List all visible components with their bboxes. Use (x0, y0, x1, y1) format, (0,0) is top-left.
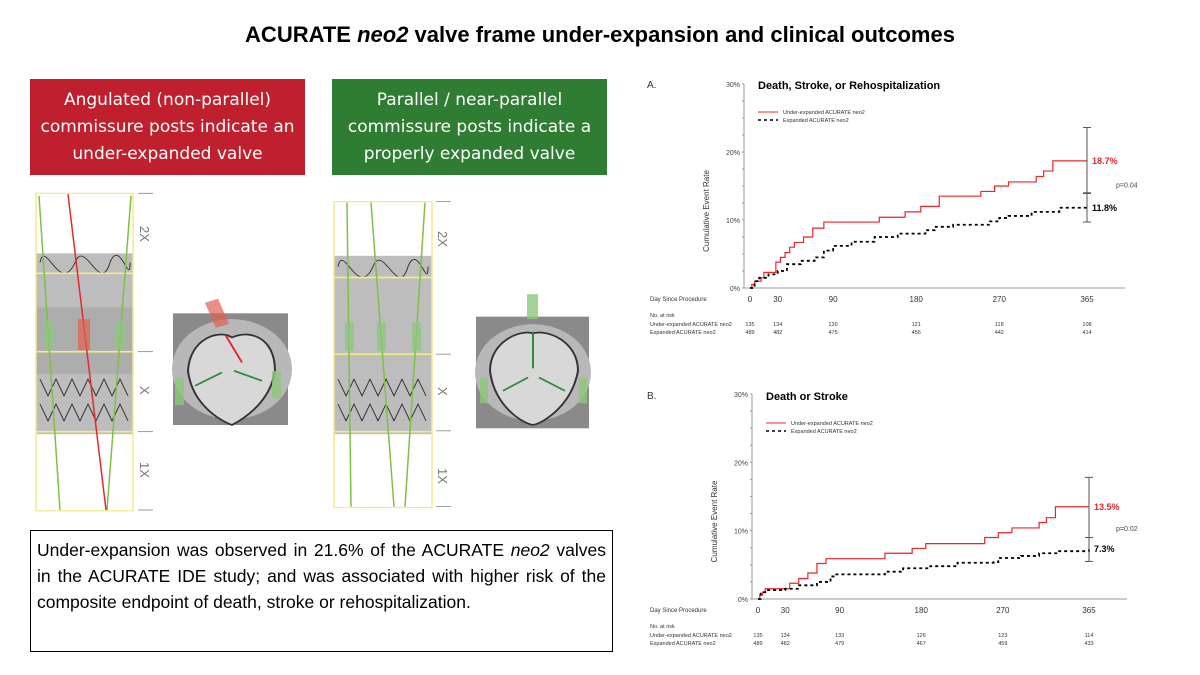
panel-label: B. (647, 391, 656, 402)
x-tick-label: 180 (915, 606, 929, 615)
x-tick-label: 90 (829, 295, 838, 304)
at-risk-value: 482 (781, 641, 790, 647)
scale-label-2x-left: 2X (137, 226, 152, 242)
x-tick-label: 270 (996, 606, 1010, 615)
expanded-valve-frame (333, 201, 451, 509)
x-tick-label: 30 (773, 295, 782, 304)
at-risk-value: 442 (995, 330, 1004, 336)
y-tick-label: 30% (734, 392, 748, 399)
end-value-label: 11.8% (1092, 203, 1117, 213)
end-value-label: 7.3% (1094, 544, 1115, 554)
legend-label: Expanded ACURATE neo2 (791, 429, 857, 435)
at-risk-value: 467 (917, 641, 926, 647)
x-tick-label: 180 (910, 295, 924, 304)
y-axis-label: Cumulative Event Rate (702, 170, 711, 252)
chart-title: Death, Stroke, or Rehospitalization (758, 80, 940, 92)
title-text: ACURATE (245, 22, 358, 47)
x-tick-label: 270 (993, 295, 1007, 304)
under-expanded-curve (750, 160, 1087, 289)
at-risk-value: 123 (998, 633, 1007, 639)
p-value: p=0.02 (1116, 526, 1138, 533)
at-risk-value: 130 (829, 322, 838, 328)
x-axis-label: Day Since Procedure (650, 608, 707, 614)
summary-note: Under-expansion was observed in 21.6% of… (30, 530, 613, 652)
x-tick-label: 90 (835, 606, 844, 615)
at-risk-value: 135 (745, 322, 754, 328)
scale-label-1x-left: 1X (137, 462, 152, 478)
at-risk-value: 133 (835, 633, 844, 639)
x-tick-label: 30 (781, 606, 790, 615)
at-risk-group-label: Expanded ACURATE neo2 (650, 330, 716, 336)
y-tick-label: 0% (730, 286, 740, 293)
y-tick-label: 10% (726, 218, 740, 225)
title-italic: neo2 (357, 22, 409, 47)
at-risk-group-label: Under-expanded ACURATE neo2 (650, 322, 732, 328)
at-risk-group-label: Expanded ACURATE neo2 (650, 641, 716, 647)
expanded-top-view (475, 294, 591, 429)
at-risk-group-label: Under-expanded ACURATE neo2 (650, 633, 732, 639)
at-risk-value: 414 (1082, 330, 1091, 336)
expanded-banner: Parallel / near-parallel commissure post… (332, 79, 607, 175)
at-risk-value: 475 (829, 330, 838, 336)
x-tick-label: 365 (1082, 606, 1096, 615)
at-risk-value: 121 (912, 322, 921, 328)
at-risk-value: 456 (912, 330, 921, 336)
at-risk-value: 479 (835, 641, 844, 647)
x-tick-label: 0 (756, 606, 761, 615)
y-tick-label: 30% (726, 82, 740, 89)
y-tick-label: 20% (726, 150, 740, 157)
at-risk-value: 118 (995, 322, 1004, 328)
scale-label-2x-right: 2X (435, 231, 450, 247)
x-tick-label: 365 (1080, 295, 1094, 304)
end-value-label: 18.7% (1092, 156, 1118, 166)
under-expanded-banner: Angulated (non-parallel) commissure post… (30, 79, 305, 175)
at-risk-value: 489 (745, 330, 754, 336)
note-italic: neo2 (510, 540, 550, 560)
at-risk-value: 433 (1084, 641, 1093, 647)
y-axis-label: Cumulative Event Rate (710, 480, 719, 562)
at-risk-value: 482 (773, 330, 782, 336)
at-risk-label: No. at risk (650, 313, 675, 319)
at-risk-value: 135 (753, 633, 762, 639)
y-tick-label: 20% (734, 460, 748, 467)
expanded-curve (750, 206, 1087, 289)
legend-label: Under-expanded ACURATE neo2 (783, 110, 865, 116)
legend-label: Expanded ACURATE neo2 (783, 118, 849, 124)
at-risk-value: 126 (917, 633, 926, 639)
at-risk-value: 108 (1082, 322, 1091, 328)
at-risk-value: 134 (781, 633, 790, 639)
x-tick-label: 0 (748, 295, 753, 304)
under-expanded-curve (758, 506, 1089, 600)
panel-label: A. (647, 80, 656, 91)
y-tick-label: 10% (734, 529, 748, 536)
scale-label-x-right: X (435, 387, 450, 396)
x-axis-label: Day Since Procedure (650, 297, 707, 303)
chart-title: Death or Stroke (766, 391, 848, 403)
y-tick-label: 0% (738, 597, 748, 604)
title-text-end: valve frame under-expansion and clinical… (408, 22, 955, 47)
slide-title: ACURATE neo2 valve frame under-expansion… (0, 22, 1200, 48)
at-risk-value: 134 (773, 322, 782, 328)
at-risk-value: 489 (753, 641, 762, 647)
scale-label-1x-right: 1X (435, 468, 450, 484)
at-risk-value: 459 (998, 641, 1007, 647)
legend-label: Under-expanded ACURATE neo2 (791, 421, 873, 427)
p-value: p=0.04 (1116, 182, 1138, 189)
at-risk-value: 114 (1085, 633, 1094, 639)
note-text-end: valves in the ACURATE IDE study; and was… (37, 540, 607, 612)
valve-illustrations: 2X X 1X 2X X 1X (35, 192, 591, 512)
end-value-label: 13.5% (1094, 502, 1120, 512)
under-expanded-top-view (172, 298, 292, 426)
at-risk-label: No. at risk (650, 624, 675, 630)
scale-label-x-left: X (137, 386, 152, 395)
under-expanded-valve-frame (35, 192, 153, 512)
expanded-curve (758, 549, 1090, 600)
note-text: Under-expansion was observed in 21.6% of… (37, 540, 511, 560)
